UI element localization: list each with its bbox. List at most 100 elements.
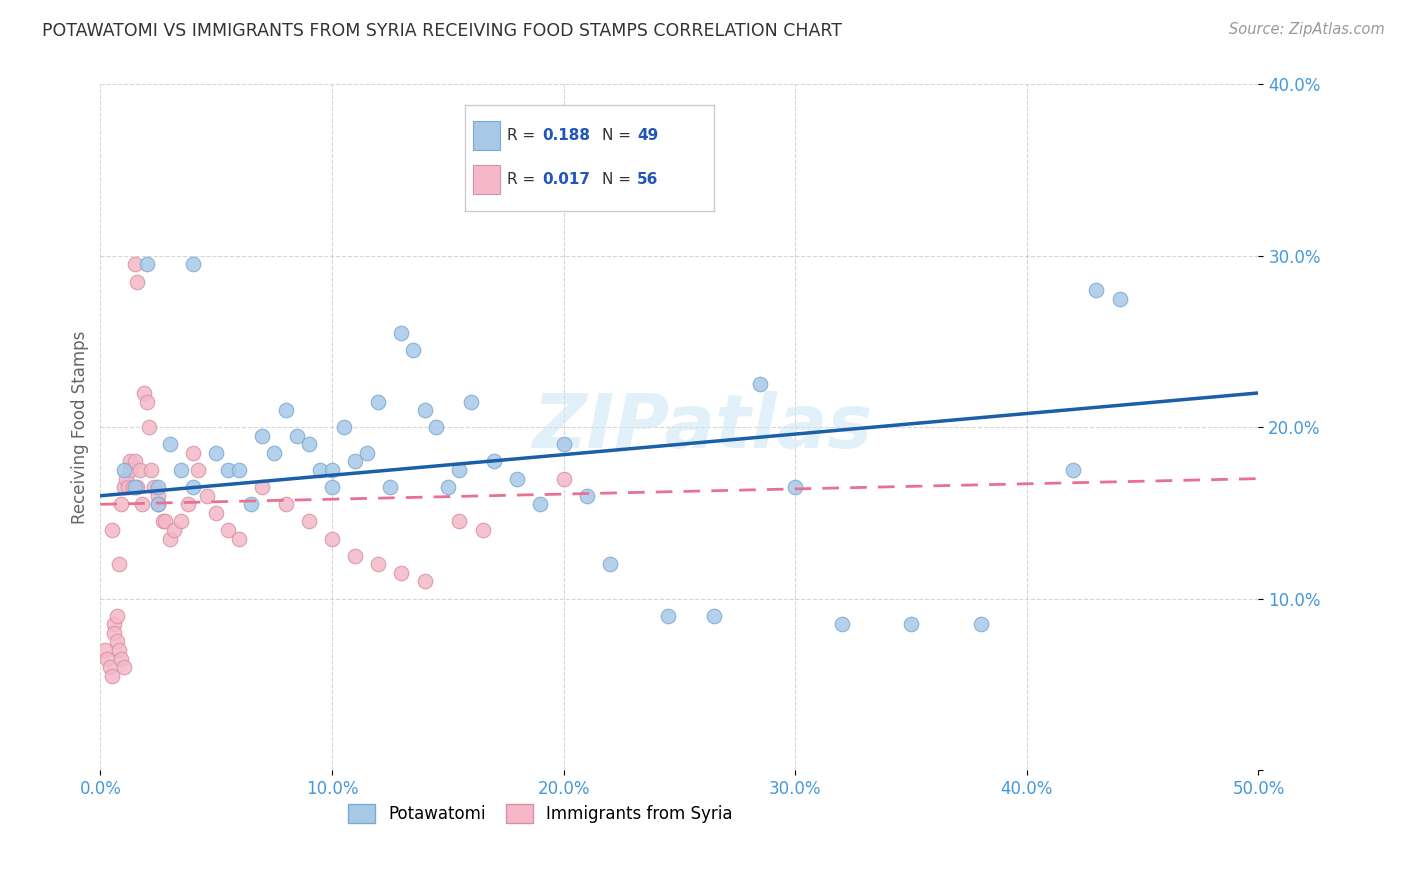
- Point: [134, 386, 156, 401]
- Legend: Potawatomi, Immigrants from Syria: Potawatomi, Immigrants from Syria: [349, 804, 733, 823]
- Point: [553, 472, 575, 486]
- Point: [367, 558, 389, 572]
- Point: [124, 257, 146, 271]
- Point: [263, 446, 285, 460]
- Point: [112, 463, 135, 477]
- Point: [460, 394, 482, 409]
- Point: [120, 454, 142, 468]
- Point: [274, 497, 297, 511]
- Point: [228, 532, 250, 546]
- Point: [124, 454, 146, 468]
- Point: [553, 437, 575, 451]
- Point: [482, 454, 505, 468]
- Point: [900, 617, 922, 632]
- Point: [105, 608, 128, 623]
- Point: [785, 480, 807, 494]
- Point: [127, 275, 149, 289]
- Point: [402, 343, 425, 357]
- Point: [181, 480, 204, 494]
- Point: [252, 480, 274, 494]
- Point: [413, 574, 436, 589]
- Point: [141, 463, 163, 477]
- Point: [98, 660, 121, 674]
- Point: [332, 420, 354, 434]
- Point: [159, 532, 181, 546]
- Point: [298, 515, 321, 529]
- Point: [449, 463, 471, 477]
- Point: [108, 558, 131, 572]
- Point: [135, 257, 157, 271]
- Point: [101, 669, 124, 683]
- Point: [110, 651, 132, 665]
- Point: [217, 463, 239, 477]
- Point: [425, 420, 447, 434]
- Point: [228, 463, 250, 477]
- Point: [749, 377, 772, 392]
- Point: [344, 549, 367, 563]
- Point: [142, 480, 165, 494]
- Point: [121, 480, 143, 494]
- Point: [367, 394, 389, 409]
- Point: [101, 523, 124, 537]
- Point: [703, 608, 725, 623]
- Point: [110, 497, 132, 511]
- Point: [127, 480, 149, 494]
- Point: [187, 463, 209, 477]
- Point: [138, 420, 160, 434]
- Point: [195, 489, 218, 503]
- Point: [114, 472, 136, 486]
- Point: [159, 437, 181, 451]
- Point: [217, 523, 239, 537]
- Point: [321, 463, 343, 477]
- Point: [449, 515, 471, 529]
- Point: [181, 257, 204, 271]
- Point: [108, 643, 131, 657]
- Point: [155, 515, 177, 529]
- Point: [321, 480, 343, 494]
- Point: [152, 515, 174, 529]
- Point: [657, 608, 679, 623]
- Point: [1108, 292, 1130, 306]
- Point: [131, 497, 153, 511]
- Point: [105, 634, 128, 648]
- Point: [177, 497, 200, 511]
- Point: [378, 480, 401, 494]
- Point: [96, 651, 118, 665]
- Y-axis label: Receiving Food Stamps: Receiving Food Stamps: [72, 331, 89, 524]
- Point: [391, 566, 413, 580]
- Point: [344, 454, 367, 468]
- Point: [252, 429, 274, 443]
- Point: [103, 626, 125, 640]
- Point: [969, 617, 991, 632]
- Point: [599, 558, 621, 572]
- Point: [163, 523, 186, 537]
- Point: [120, 463, 142, 477]
- Point: [112, 480, 135, 494]
- Point: [436, 480, 458, 494]
- Point: [135, 394, 157, 409]
- Point: [181, 446, 204, 460]
- Point: [112, 660, 135, 674]
- Point: [170, 463, 193, 477]
- Point: [309, 463, 332, 477]
- Point: [413, 403, 436, 417]
- Point: [285, 429, 308, 443]
- Point: [103, 617, 125, 632]
- Point: [274, 403, 297, 417]
- Point: [148, 497, 170, 511]
- Point: [124, 480, 146, 494]
- Point: [205, 506, 228, 520]
- Point: [170, 515, 193, 529]
- Point: [148, 497, 170, 511]
- Point: [356, 446, 378, 460]
- Point: [205, 446, 228, 460]
- Point: [471, 523, 494, 537]
- Point: [117, 480, 139, 494]
- Point: [239, 497, 262, 511]
- Point: [298, 437, 321, 451]
- Point: [94, 643, 117, 657]
- Point: [148, 489, 170, 503]
- Point: [128, 463, 150, 477]
- Point: [831, 617, 853, 632]
- Text: Source: ZipAtlas.com: Source: ZipAtlas.com: [1229, 22, 1385, 37]
